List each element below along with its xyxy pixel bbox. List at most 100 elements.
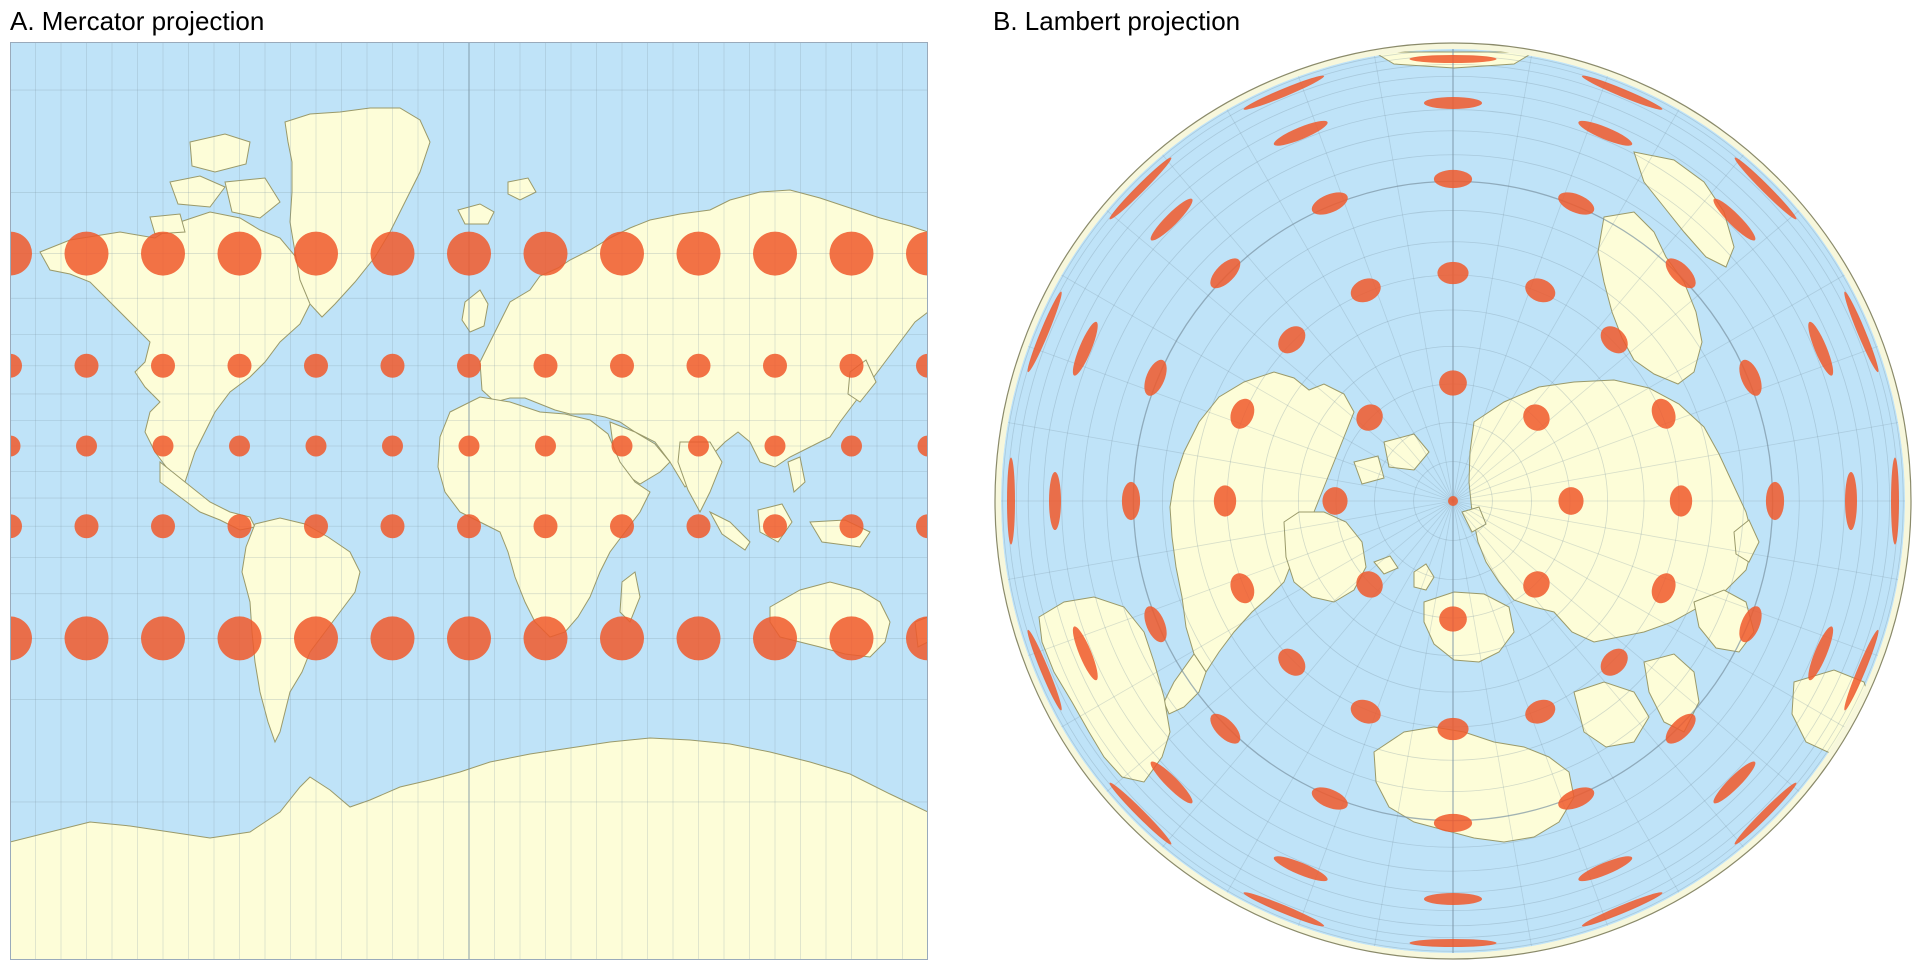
mercator-tissot-indicatrix — [523, 231, 568, 276]
lambert-tissot-indicatrix — [1448, 496, 1458, 506]
mercator-tissot-indicatrix — [76, 435, 97, 457]
mercator-tissot-indicatrix — [10, 435, 21, 457]
lambert-tissot-indicatrix — [1049, 471, 1061, 531]
mercator-tissot-indicatrix — [10, 514, 22, 539]
mercator-tissot-indicatrix — [686, 353, 711, 378]
mercator-tissot-indicatrix — [370, 616, 415, 661]
mercator-tissot-indicatrix — [380, 514, 405, 539]
lambert-meridian — [1452, 500, 1532, 947]
lambert-meridian — [1061, 500, 1454, 728]
lambert-alaska-landmass — [1633, 151, 1735, 268]
mercator-tissot-indicatrix — [304, 514, 328, 539]
lambert-tissot-indicatrix — [1581, 892, 1663, 927]
lambert-tissot-indicatrix — [1210, 713, 1241, 744]
mercator-tissot-indicatrix — [447, 616, 491, 661]
mercator-tissot-indicatrix — [294, 231, 338, 276]
mercator-tissot-indicatrix — [151, 514, 175, 539]
lambert-tissot-indicatrix — [1423, 893, 1483, 905]
lambert-tissot-indicatrix — [1273, 120, 1328, 146]
lambert-meridian — [1162, 500, 1454, 848]
mercator-map — [10, 42, 928, 960]
lambert-tissot-indicatrix — [1523, 404, 1550, 431]
lambert-tissot-indicatrix — [1356, 404, 1383, 431]
lambert-tissot-indicatrix — [1665, 258, 1696, 289]
lambert-tissot-indicatrix — [1150, 198, 1193, 241]
mercator-tissot-indicatrix — [227, 514, 252, 539]
lambert-meridian — [1374, 55, 1454, 502]
lambert-arctic-islands-b — [1353, 455, 1385, 485]
lambert-tissot-indicatrix — [1525, 699, 1556, 724]
lambert-meridian — [1452, 210, 1800, 502]
iceland-landmass — [457, 203, 495, 225]
lambert-tissot-indicatrix — [1243, 892, 1325, 927]
mercator-tissot-indicatrix — [229, 435, 250, 457]
mercator-tissot-indicatrix — [304, 353, 328, 378]
lambert-tissot-indicatrix — [1423, 97, 1483, 109]
sumatra-landmass — [708, 510, 751, 551]
mercator-tissot-indicatrix — [764, 435, 786, 457]
lambert-tissot-indicatrix — [1243, 75, 1325, 110]
lambert-tissot-indicatrix — [1845, 471, 1857, 531]
lambert-svalbard-landmass — [1461, 506, 1487, 533]
lambert-tissot-indicatrix — [1739, 359, 1762, 396]
mercator-graticule — [10, 42, 928, 960]
mercator-tissot-indicatrix — [535, 435, 556, 457]
lambert-tissot-indicatrix — [1210, 258, 1241, 289]
mercator-tissot-indicatrix — [74, 514, 99, 539]
mercator-tissot-indicatrix — [141, 231, 185, 276]
lambert-tissot-indicatrices — [1007, 55, 1899, 947]
mercator-tissot-indicatrix — [533, 353, 558, 378]
lambert-tissot-indicatrix — [1669, 485, 1693, 517]
lambert-tissot-indicatrix — [1213, 485, 1237, 517]
lambert-meridian — [1452, 154, 1744, 502]
lambert-tissot-indicatrix — [1578, 856, 1633, 882]
lambert-tissot-indicatrix — [1651, 398, 1676, 429]
lambert-meridian — [1452, 500, 1845, 728]
lambert-land — [1038, 51, 1875, 843]
lambert-tissot-indicatrix — [1665, 713, 1696, 744]
mercator-tissot-indicatrix — [688, 435, 709, 457]
lambert-tissot-indicatrix — [1356, 571, 1383, 598]
mercator-tissot-indicatrix — [610, 353, 634, 378]
lambert-tissot-indicatrix — [1150, 761, 1193, 804]
mercator-tissot-indicatrix — [676, 231, 721, 276]
lambert-panel-title: B. Lambert projection — [993, 6, 1241, 36]
lambert-tissot-indicatrix — [1844, 629, 1879, 711]
lambert-tissot-indicatrix — [1437, 261, 1469, 285]
mercator-tissot-indicatrix — [753, 231, 797, 276]
mercator-tissot-indicatrix — [610, 514, 634, 539]
lambert-tissot-indicatrix — [1808, 626, 1834, 681]
lambert-japan-landmass — [1733, 519, 1760, 563]
arctic-islands-c — [224, 177, 281, 219]
lambert-tissot-indicatrix — [1578, 120, 1633, 146]
mercator-tissot-indicatrix — [611, 435, 633, 457]
lambert-south-america-landmass — [1038, 596, 1171, 783]
lambert-meridian — [1452, 109, 1680, 502]
lambert-tissot-indicatrix — [1409, 55, 1497, 63]
mercator-tissot-indicatrix — [457, 514, 481, 539]
lambert-tissot-indicatrix — [1027, 291, 1062, 373]
lambert-tissot-indicatrix — [1891, 457, 1899, 545]
lambert-meridian — [1374, 500, 1454, 947]
mercator-tissot-indicatrix — [763, 514, 787, 539]
lambert-tissot-indicatrix — [1278, 326, 1306, 354]
lambert-tissot-indicatrix — [1144, 606, 1167, 643]
lambert-meridian — [1007, 500, 1454, 580]
lambert-tissot-indicatrix — [1439, 606, 1467, 632]
lambert-central-america-landmass — [1163, 653, 1207, 715]
lambert-tissot-indicatrix — [1230, 398, 1255, 429]
lambert-tissot-indicatrix — [1121, 481, 1141, 521]
mercator-tissot-indicatrix — [217, 616, 262, 661]
mercator-tissot-indicatrix — [676, 616, 721, 661]
mercator-tissot-indicatrix — [829, 231, 874, 276]
mercator-tissot-indicatrix — [763, 353, 787, 378]
lambert-tissot-indicatrix — [1844, 291, 1879, 373]
lambert-tissot-indicatrix — [1350, 278, 1381, 303]
lambert-tissot-indicatrix — [1437, 717, 1469, 741]
lambert-tissot-indicatrix — [1734, 782, 1797, 845]
mercator-tissot-indicatrix — [458, 435, 480, 457]
lambert-tissot-indicatrix — [1734, 157, 1797, 220]
lambert-tissot-indicatrix — [1409, 939, 1497, 947]
mercator-tissot-indicatrix — [523, 616, 568, 661]
lambert-tissot-indicatrix — [1273, 856, 1328, 882]
